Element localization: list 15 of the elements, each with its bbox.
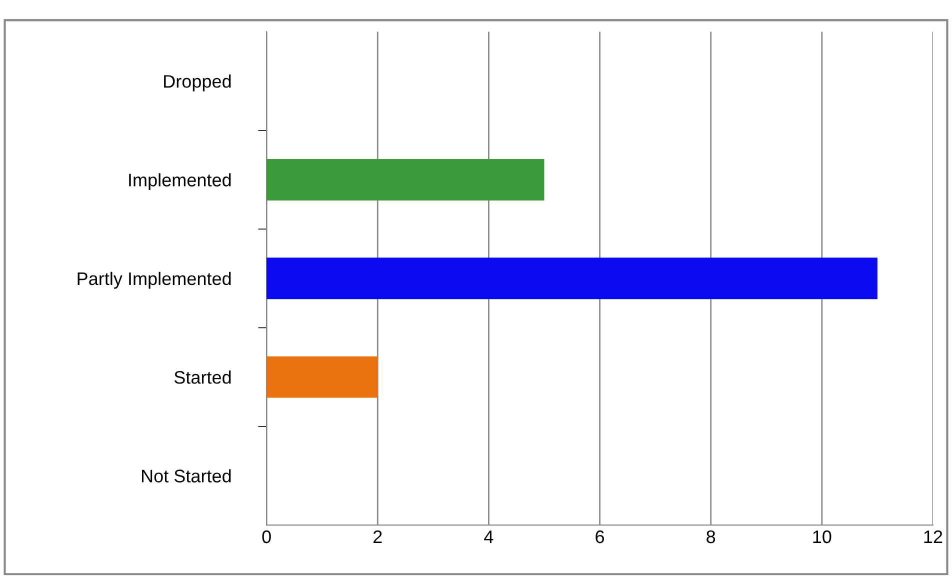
bar <box>266 356 378 398</box>
y-tick-label: Dropped <box>164 74 231 92</box>
x-tick-label: 12 <box>924 530 942 544</box>
bar <box>266 159 544 200</box>
x-tick-label: 4 <box>484 530 494 544</box>
x-tick-label: 2 <box>374 530 382 544</box>
x-tick-label: 6 <box>596 530 604 544</box>
y-tick-label: Started <box>174 370 231 384</box>
x-tick-label: 0 <box>262 530 271 544</box>
x-tick-label: 10 <box>813 530 832 544</box>
y-tick-label: Not Started <box>142 469 231 482</box>
y-tick-label: Partly Implemented <box>78 272 231 289</box>
y-tick-label: Implemented <box>129 173 231 190</box>
bar <box>266 258 878 300</box>
x-tick-label: 8 <box>706 530 716 544</box>
